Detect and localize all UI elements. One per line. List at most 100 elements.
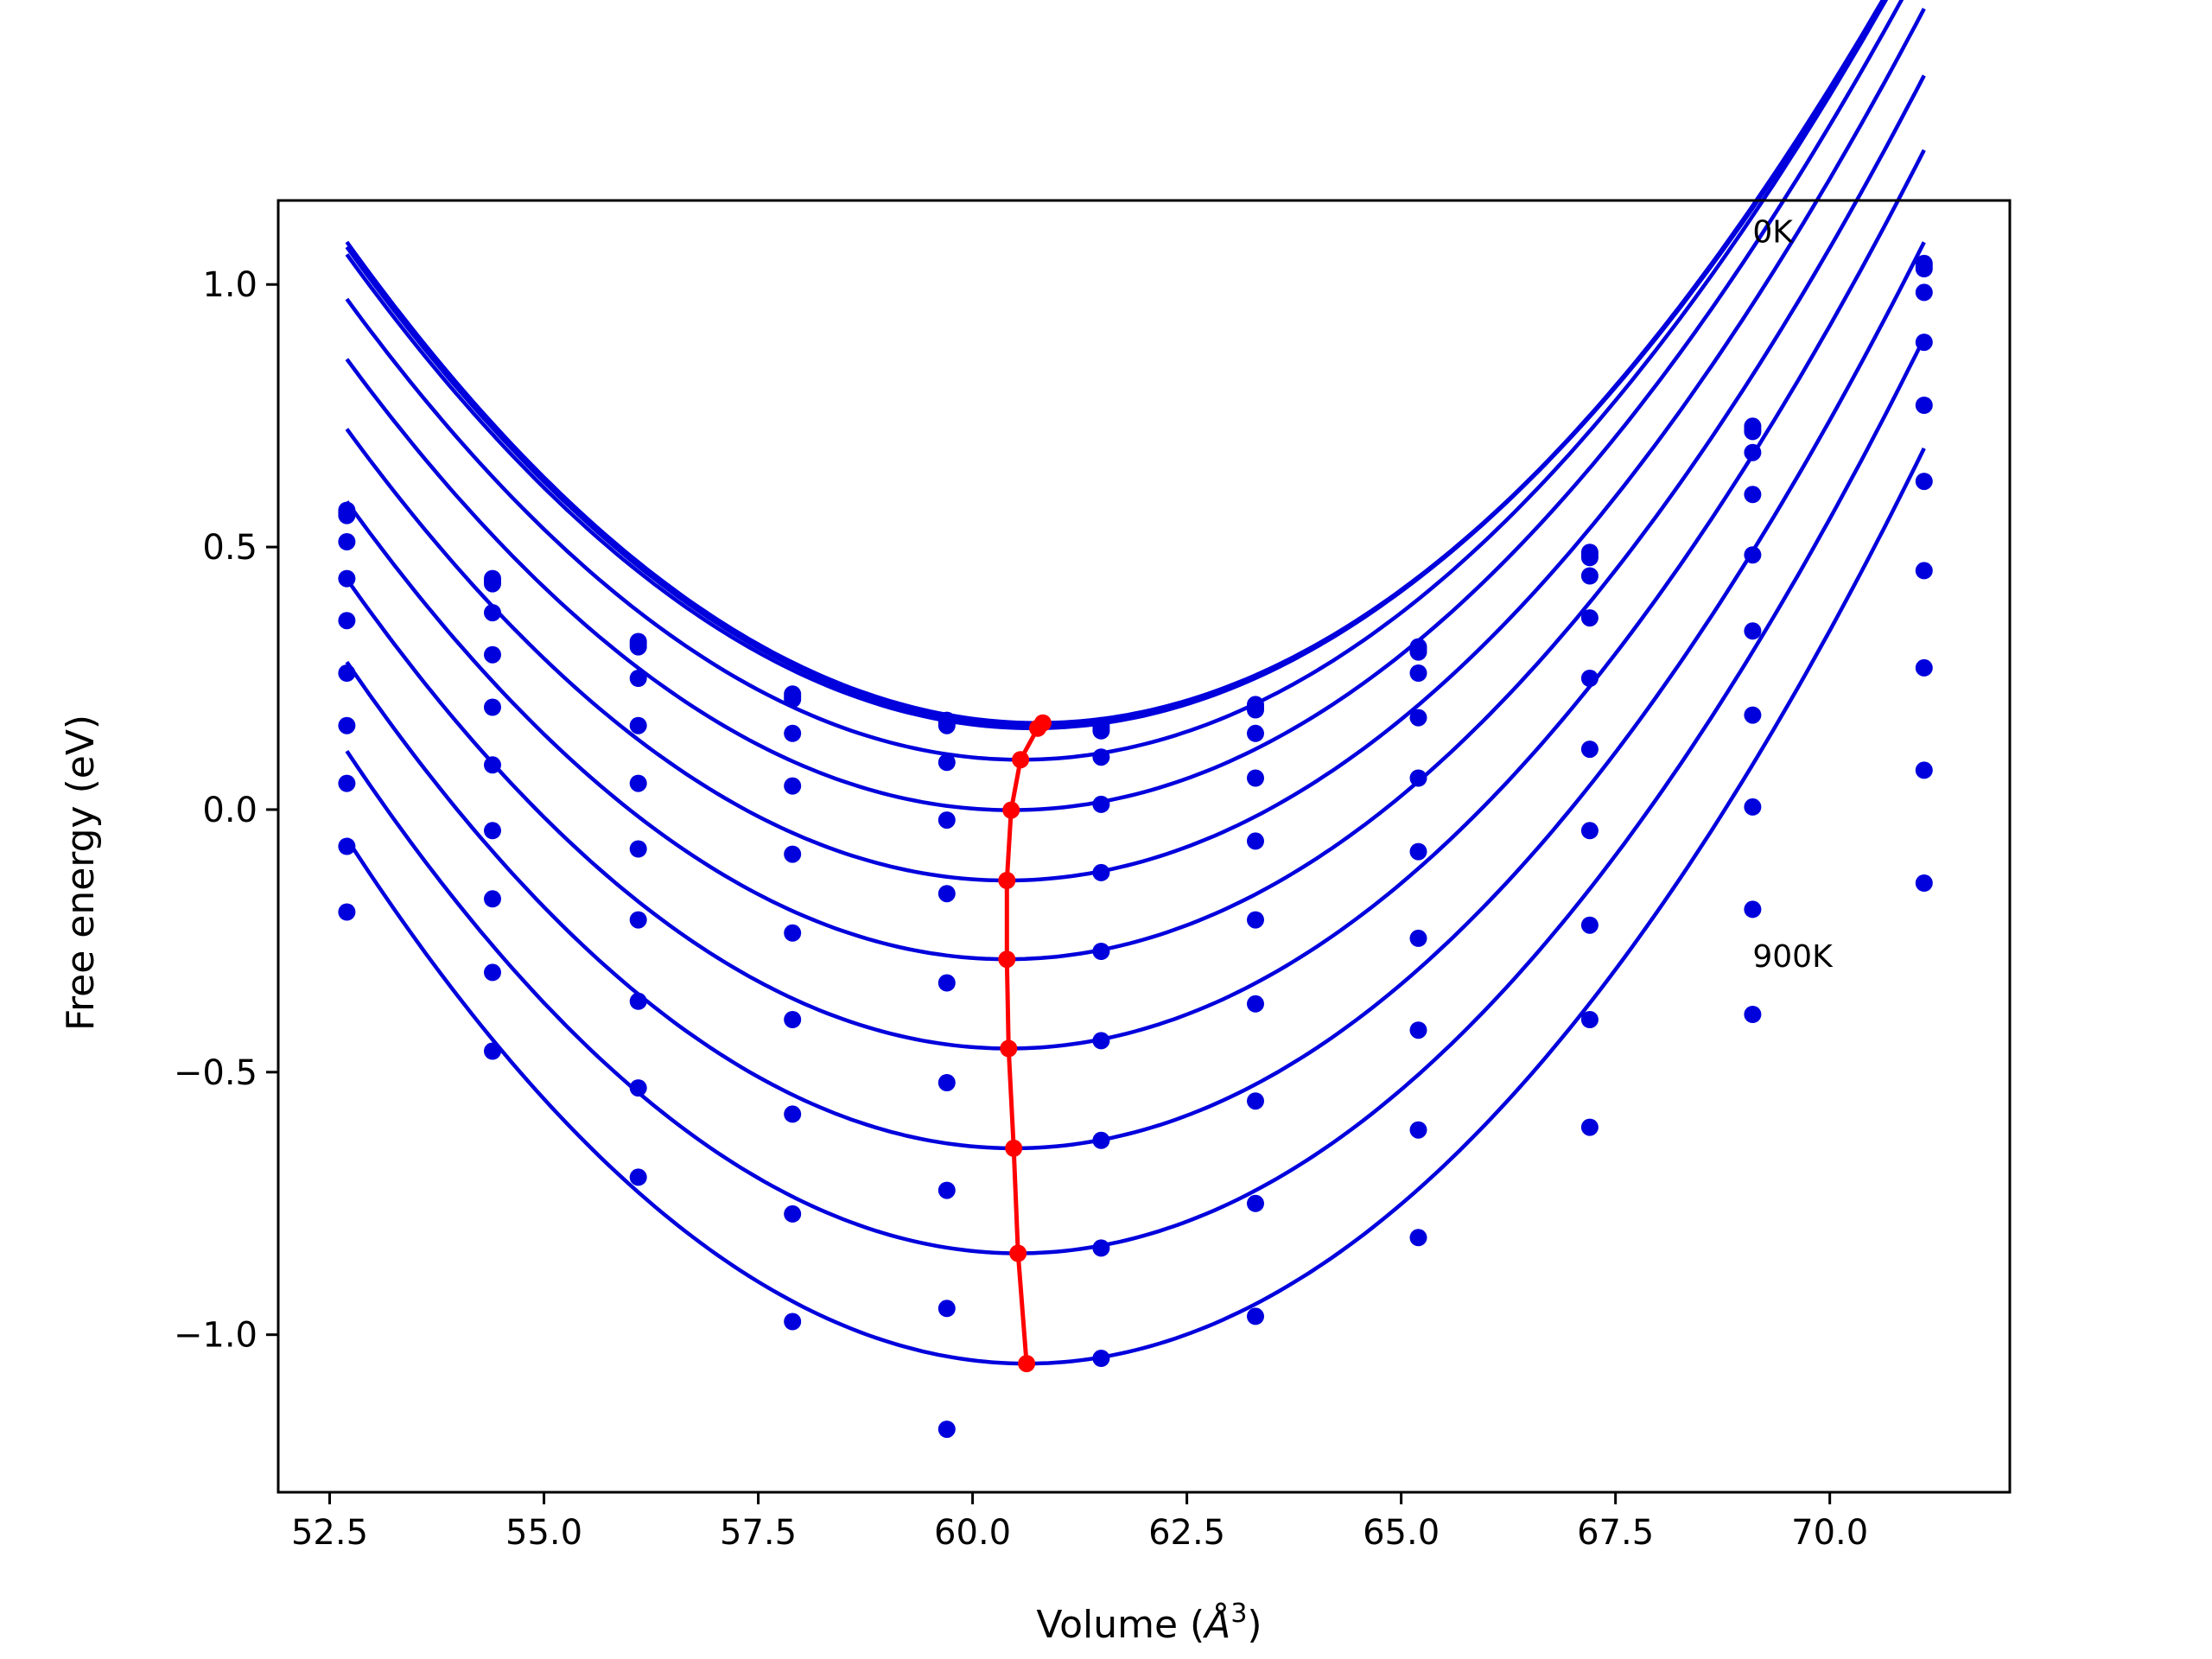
data-point-500K [338,612,356,630]
data-point-800K [1580,916,1599,934]
data-point-600K [1580,741,1599,759]
minimum-point [1005,1139,1023,1157]
x-axis-label: Volume (Å3) [1036,1599,1262,1647]
data-point-200K [1580,549,1599,567]
data-point-800K [1744,798,1762,816]
data-point-300K [1580,567,1599,585]
y-tick-label: 0.0 [202,791,257,830]
data-point-800K [484,890,501,908]
data-point-900K [1247,1194,1264,1212]
data-point-600K [1744,622,1762,640]
data-point-300K [629,670,647,687]
axes-frame [276,199,2012,1494]
data-point-300K [1092,748,1110,766]
data-point-500K [1744,546,1762,564]
data-point-600K [938,974,956,992]
data-point-300K [1409,664,1427,682]
fit-curve-400K [345,0,1904,812]
data-point-600K [629,840,647,858]
data-point-1000K [1580,1118,1599,1136]
data-point-300K [1247,724,1264,742]
data-point-600K [1092,943,1110,960]
data-point-1000K [784,1313,802,1331]
data-point-800K [938,1181,956,1199]
x-tick-label: 60.0 [934,1513,1011,1553]
data-point-700K [1580,822,1599,840]
fit-curve-1000K [345,447,1926,1366]
data-point-700K [1247,995,1264,1013]
data-point-600K [338,664,356,682]
fit-curve-300K [345,0,1889,762]
minimum-point [1029,719,1046,737]
x-tick-label: 57.5 [720,1513,797,1553]
data-point-500K [1409,769,1427,787]
data-point-400K [1092,795,1110,813]
y-tick-label: 1.0 [202,265,257,305]
data-point-1000K [338,903,356,921]
data-point-700K [1092,1032,1110,1050]
data-point-900K [938,1300,956,1318]
y-axis-label: Free energy (eV) [59,715,103,1031]
data-point-1000K [938,1421,956,1439]
data-point-900K [1409,1121,1427,1139]
data-point-700K [338,716,356,734]
annotation-900K: 900K [1752,939,1834,975]
minimum-point [998,950,1016,969]
data-point-200K [1409,643,1427,661]
data-point-700K [484,822,501,840]
data-point-800K [1247,1092,1264,1110]
data-point-600K [484,756,501,774]
data-point-1000K [484,1042,501,1060]
data-point-1000K [1915,874,1933,892]
data-point-800K [629,992,647,1010]
data-point-400K [1744,486,1762,504]
data-point-300K [484,604,501,622]
data-point-700K [938,1074,956,1091]
data-point-700K [629,911,647,929]
fit-curve-200K [345,0,1885,731]
data-point-400K [629,716,647,734]
data-point-900K [1580,1011,1599,1028]
data-point-300K [784,724,802,742]
data-point-1000K [1247,1307,1264,1325]
minimum-point [1009,1244,1027,1262]
data-point-300K [938,753,956,772]
x-tick-label: 62.5 [1148,1513,1225,1553]
annotations: 0K 900K [1752,214,1834,975]
data-point-400K [938,811,956,830]
data-point-800K [784,1105,802,1123]
y-axis: −1.0 −0.5 0.0 0.5 1.0 [174,265,278,1356]
y-tick-label: −1.0 [174,1316,257,1356]
data-point-800K [1915,658,1933,677]
data-point-400K [1409,709,1427,727]
x-tick-label: 55.0 [505,1513,582,1553]
x-axis-label-text: Volume ( [1036,1603,1205,1647]
data-point-700K [1915,562,1933,580]
data-point-300K [1744,443,1762,461]
annotation-0K: 0K [1752,214,1794,250]
data-point-900K [629,1079,647,1097]
data-point-800K [1409,1021,1427,1039]
minimum-point [1000,1039,1018,1058]
data-point-500K [938,885,956,903]
data-point-700K [1744,706,1762,724]
data-point-800K [1092,1131,1110,1149]
data-point-700K [1409,929,1427,947]
data-point-200K [1915,260,1933,277]
data-point-200K [1247,701,1264,719]
data-point-400K [1580,609,1599,627]
fit-curve-600K [345,74,1926,962]
data-point-400K [1247,769,1264,787]
data-point-300K [1915,283,1933,302]
x-axis-label-close: ) [1247,1603,1262,1647]
data-point-200K [338,506,356,524]
x-tick-label: 65.0 [1363,1513,1440,1553]
data-point-900K [1915,761,1933,779]
data-point-500K [629,774,647,792]
x-axis: 52.5 55.0 57.5 60.0 62.5 65.0 67.5 70.0 [291,1492,1868,1553]
data-point-300K [338,533,356,550]
data-point-900K [1092,1239,1110,1257]
plot-area [338,0,1933,1439]
x-axis-label-exponent: 3 [1230,1599,1247,1629]
